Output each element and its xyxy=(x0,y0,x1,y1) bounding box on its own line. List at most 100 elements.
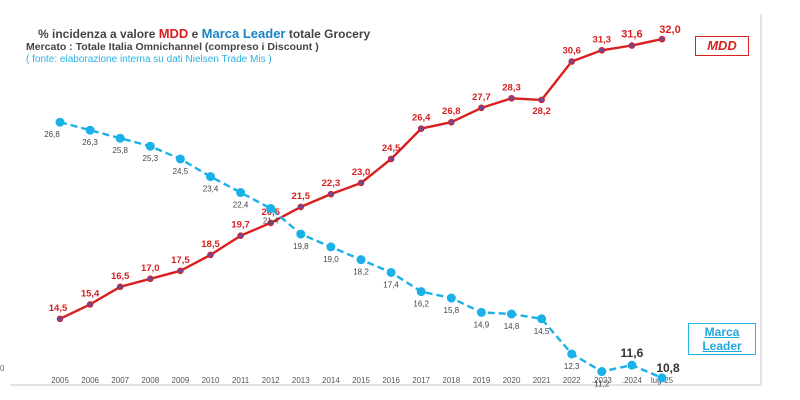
mdd-point xyxy=(297,203,305,211)
marca-leader-point xyxy=(537,314,547,324)
mdd-data-label: 22,3 xyxy=(322,178,341,189)
mdd-point xyxy=(267,219,275,227)
mdd-data-label: 17,0 xyxy=(141,263,160,274)
marca-leader-data-label: 25,8 xyxy=(112,146,128,155)
x-tick-label: 2011 xyxy=(232,376,250,385)
marca-leader-data-label: 11,6 xyxy=(621,346,644,360)
x-tick-label: 2007 xyxy=(111,376,129,385)
marca-leader-data-label: 22,4 xyxy=(233,201,249,210)
marca-leader-data-label: 25,3 xyxy=(143,154,159,163)
marca-leader-point xyxy=(145,141,155,151)
marca-leader-point xyxy=(296,229,306,239)
marca-leader-data-label: 14,5 xyxy=(534,327,550,336)
mdd-point xyxy=(538,96,545,104)
marca-leader-data-label: 19,8 xyxy=(293,242,309,251)
mdd-point xyxy=(177,267,184,275)
marca-leader-point xyxy=(175,154,185,164)
x-tick-label: 2006 xyxy=(81,376,99,385)
mdd-data-label: 15,4 xyxy=(81,288,100,299)
legend-mdd: MDD xyxy=(695,36,749,56)
mdd-point xyxy=(448,118,455,126)
x-tick-label: 2010 xyxy=(202,376,220,385)
marca-leader-point xyxy=(55,117,65,127)
mdd-point xyxy=(56,315,64,323)
marca-leader-data-label: 16,2 xyxy=(413,300,429,309)
mdd-data-label: 18,5 xyxy=(201,239,220,250)
mdd-point xyxy=(598,47,606,54)
marca-leader-data-label: 14,8 xyxy=(504,322,520,331)
legend-ml-line2: Leader xyxy=(702,339,742,353)
mdd-point xyxy=(387,155,395,163)
mdd-point xyxy=(628,42,636,49)
marca-leader-data-label: 18,2 xyxy=(353,268,369,277)
marca-leader-data-label: 15,8 xyxy=(444,306,460,315)
mdd-data-label: 14,5 xyxy=(49,303,68,314)
x-tick-label: 2015 xyxy=(352,376,370,385)
chart-title: % incidenza a valore MDD e Marca Leader … xyxy=(38,26,371,41)
marca-leader-data-label: 26,3 xyxy=(82,138,98,147)
marca-leader-point xyxy=(657,373,667,383)
marca-leader-point xyxy=(597,367,607,377)
marca-leader-data-label: 12,3 xyxy=(564,362,580,371)
chart-subtitle: Mercato : Totale Italia Omnichannel (com… xyxy=(26,41,319,53)
marca-leader-data-label: 24,5 xyxy=(173,167,189,176)
x-tick-label: .2024 xyxy=(622,376,643,385)
mdd-data-label: 31,6 xyxy=(621,29,642,41)
mdd-point xyxy=(508,94,515,102)
x-tick-label: 2012 xyxy=(262,376,280,385)
mdd-data-label: 31,3 xyxy=(593,34,612,45)
x-tick-label: 2014 xyxy=(322,376,340,385)
marca-leader-point xyxy=(627,360,637,370)
x-tick-label: 2009 xyxy=(172,376,190,385)
marca-leader-data-label: 26,8 xyxy=(44,130,60,139)
mdd-data-label: 26,4 xyxy=(412,113,431,124)
marca-leader-point xyxy=(446,293,456,303)
marca-leader-data-label: 14,9 xyxy=(474,320,490,329)
marca-leader-data-label: 11,2 xyxy=(594,380,610,389)
mdd-data-label: 32,0 xyxy=(659,24,680,36)
x-tick-label: .2023 xyxy=(592,376,613,385)
marca-leader-data-label: 10,8 xyxy=(656,361,680,375)
marca-leader-data-label: 17,4 xyxy=(383,280,399,289)
mdd-data-label: 28,3 xyxy=(502,82,521,93)
chart-frame xyxy=(10,14,762,386)
mdd-data-label: 30,6 xyxy=(562,46,581,57)
x-tick-label: 2022 xyxy=(563,376,581,385)
marca-leader-point xyxy=(386,267,396,277)
mdd-point xyxy=(237,232,244,239)
x-tick-label: 2008 xyxy=(141,376,159,385)
title-mdd: MDD xyxy=(158,26,189,41)
marca-leader-data-label: 19,0 xyxy=(323,255,339,264)
marca-leader-point xyxy=(356,255,366,265)
mdd-point xyxy=(658,35,666,43)
marca-leader-data-label: 23,4 xyxy=(203,185,219,194)
x-tick-label: 2017 xyxy=(412,376,430,385)
legend-ml-line1: Marca xyxy=(704,325,740,339)
marca-leader-point xyxy=(476,307,486,317)
marca-leader-point xyxy=(266,204,276,214)
x-tick-label: 2020 xyxy=(503,376,521,385)
x-tick-label: 2005 xyxy=(51,376,69,385)
mdd-data-label: 28,2 xyxy=(532,106,551,117)
mdd-point xyxy=(116,283,124,291)
mdd-data-label: 27,7 xyxy=(472,92,491,103)
mdd-point xyxy=(147,275,154,283)
marca-leader-point xyxy=(85,125,95,135)
marca-leader-point xyxy=(236,188,246,198)
marca-leader-point xyxy=(567,349,577,359)
mdd-data-label: 17,5 xyxy=(171,255,190,266)
legend-marca-leader: Marca Leader xyxy=(688,323,756,355)
marca-leader-point xyxy=(206,172,215,182)
marca-leader-point xyxy=(326,242,336,252)
x-tick-label: 2016 xyxy=(382,376,400,385)
x-tick-label: 2018 xyxy=(442,376,460,385)
chart-source-note: ( fonte: elaborazione interna su dati Ni… xyxy=(26,54,272,65)
mdd-point xyxy=(417,125,425,132)
marca-leader-point xyxy=(507,309,516,319)
mdd-point xyxy=(86,301,94,308)
mdd-data-label: 24,5 xyxy=(382,143,401,154)
mdd-data-label: 26,8 xyxy=(442,106,461,117)
mdd-point xyxy=(568,58,576,65)
marca-leader-point xyxy=(416,287,426,297)
